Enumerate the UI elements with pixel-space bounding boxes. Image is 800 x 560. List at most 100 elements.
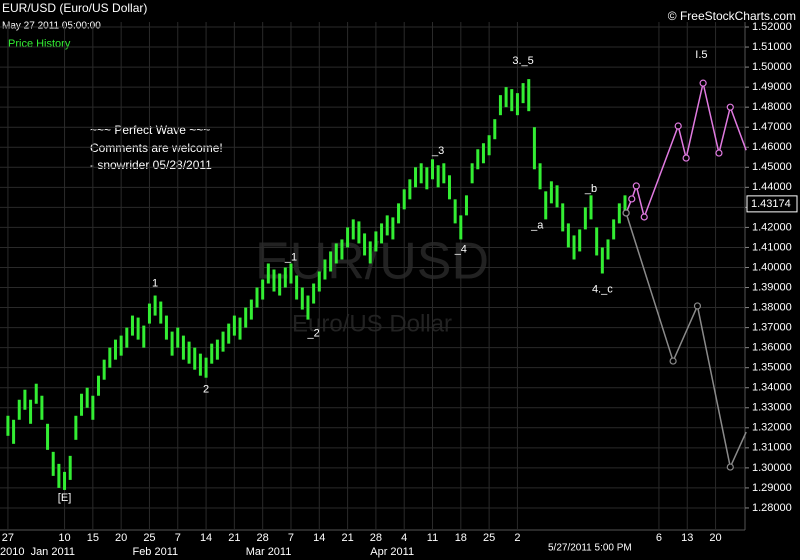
y-tick-label: 1.51000 [752,41,792,53]
price-bar [283,267,287,288]
price-bar [357,221,361,244]
footer-time: 5/27/2011 5:00 PM [548,543,632,554]
wave-label: 1 [152,277,158,289]
price-bar [391,217,395,240]
wave-label: _1 [284,251,297,263]
price-bar [147,303,151,324]
price-bar [159,301,163,324]
price-bar [470,163,474,184]
price-bar [232,315,236,336]
y-tick-label: 1.33000 [752,402,792,414]
price-bar [300,287,304,310]
y-tick-label: 1.34000 [752,382,792,394]
projection-point [682,154,690,162]
y-tick-label: 1.41000 [752,241,792,253]
wave-label: _4 [454,243,467,255]
x-tick-label: 7 [175,532,181,544]
price-bar [464,195,468,216]
price-bar [102,359,106,380]
x-tick-label: 4 [401,532,407,544]
price-bar [295,275,299,300]
projection-point [632,182,640,190]
price-bar [215,339,219,360]
y-tick-label: 1.38000 [752,301,792,313]
price-bar [623,195,627,216]
y-tick-label: 1.36000 [752,342,792,354]
price-bar [555,185,559,208]
note-line: ~~~ Perfect Wave ~~~ [90,123,210,137]
month-label: Apr 2011 [370,546,414,558]
y-tick-label: 1.47000 [752,121,792,133]
price-bar [561,203,565,232]
x-tick-label: 6 [656,532,662,544]
y-tick-label: 1.42000 [752,221,792,233]
price-bar [136,317,140,340]
price-bar [566,223,570,248]
price-bar [130,315,134,336]
price-bar [481,143,485,164]
y-tick-label: 1.52000 [752,21,792,33]
price-bar [329,251,333,272]
price-bar [323,259,327,280]
price-bar [476,149,480,170]
price-bar [351,219,355,240]
month-label: Feb 2011 [132,546,178,558]
x-tick-label: 7 [288,532,294,544]
price-bar [493,119,497,140]
price-bar [532,127,536,170]
price-bar [272,269,276,292]
x-tick-label: 11 [427,532,438,544]
price-bar [447,175,451,200]
price-bar [612,219,616,240]
x-tick-label: 14 [200,532,212,544]
price-bar [459,215,463,240]
price-bar [198,353,202,376]
price-bar [402,189,406,210]
x-tick-label: 13 [681,532,693,544]
price-bar [164,315,168,340]
projection-line [625,82,747,220]
price-bar [85,387,89,408]
price-bar [498,95,502,116]
price-bar [397,203,401,224]
x-tick-label: 14 [313,532,325,544]
y-tick-label: 1.49000 [752,81,792,93]
y-tick-label: 1.29000 [752,482,792,494]
price-bar [97,375,101,396]
last-price-label: 1.43174 [751,198,791,210]
price-bar [221,331,225,352]
price-bar [368,241,372,264]
wave-label: _b [584,183,597,195]
price-bar [380,223,384,244]
price-bar [170,331,174,356]
price-bar [193,347,197,370]
x-tick-label: 2 [514,532,520,544]
price-bar [187,341,191,364]
price-bar [317,271,321,292]
price-bar [510,89,514,112]
price-bar [119,335,123,356]
tab[interactable]: Price History [8,38,71,50]
y-tick-label: 1.28000 [752,502,792,514]
price-bar [29,399,33,424]
wave-label: [E] [58,492,71,504]
price-bar [442,163,446,184]
projection-point [726,103,734,111]
watermark-subtitle: Euro/US Dollar [292,310,452,337]
price-bar [181,335,185,360]
price-bar [504,87,508,108]
price-bar [238,317,242,340]
price-bar [68,455,72,480]
last-price-box [746,195,798,213]
x-tick-label: 25 [143,532,155,544]
price-bar [436,165,440,188]
projection-point [640,213,648,221]
x-tick-label: 28 [257,532,269,544]
price-bar [408,179,412,200]
projection-point [622,209,630,217]
y-tick-label: 1.44000 [752,181,792,193]
price-bar [227,323,231,344]
price-bar [113,339,117,360]
wave-label: _a [530,219,544,231]
month-label: 2010 [0,546,24,558]
